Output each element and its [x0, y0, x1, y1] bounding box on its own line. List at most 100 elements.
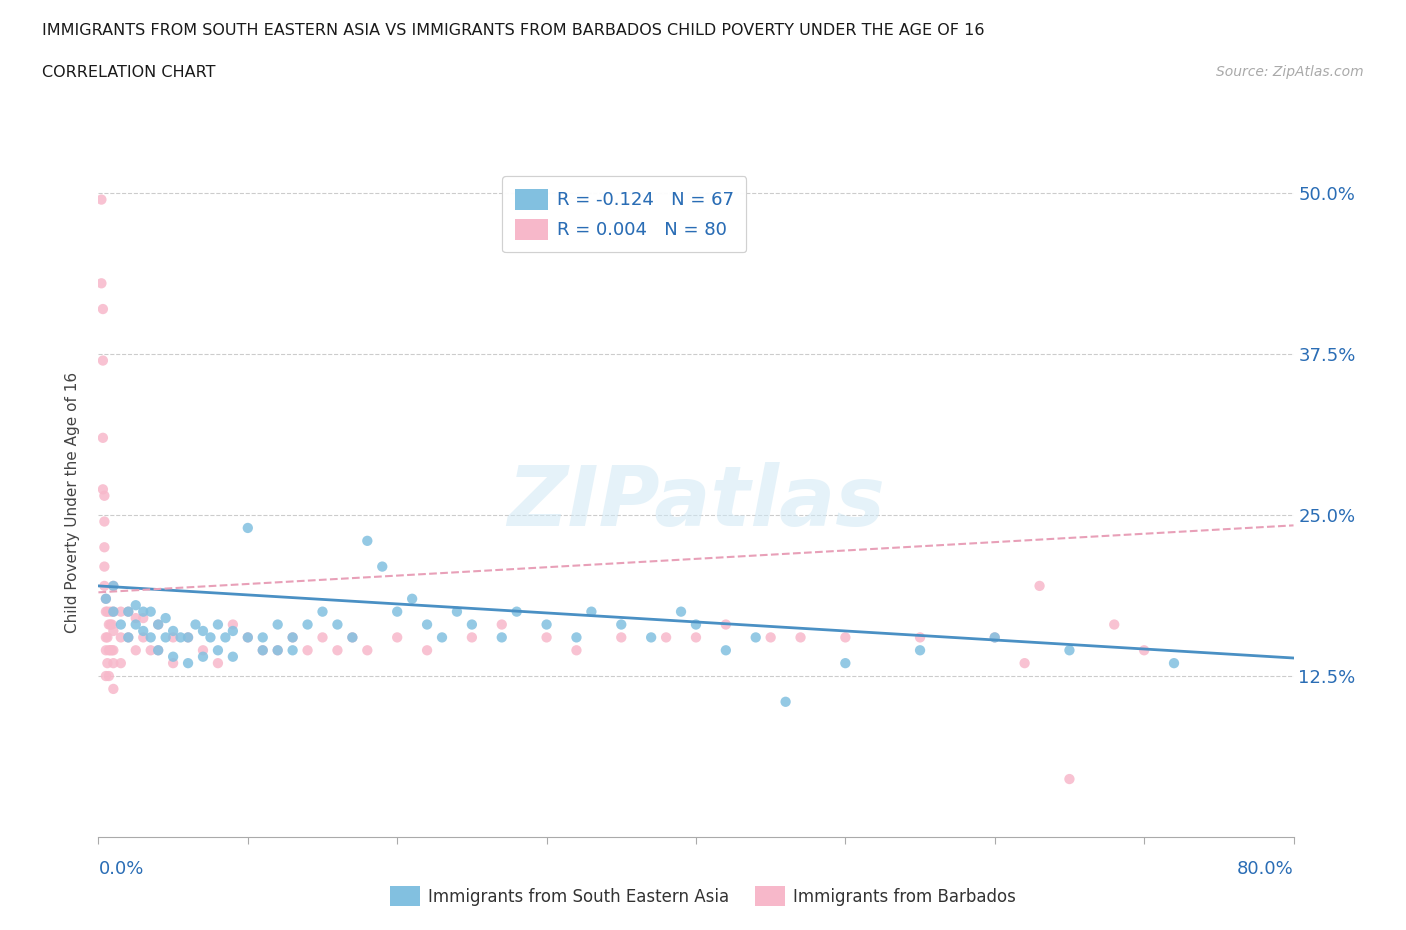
Point	[685, 618, 707, 632]
Text: Source: ZipAtlas.com: Source: ZipAtlas.com	[1216, 65, 1364, 79]
Point	[93, 488, 115, 503]
Point	[430, 630, 453, 644]
Point	[207, 618, 229, 632]
Point	[236, 630, 259, 644]
Point	[834, 656, 856, 671]
Point	[581, 604, 603, 619]
Point	[125, 611, 148, 626]
Point	[101, 643, 124, 658]
Point	[655, 630, 678, 644]
Point	[461, 618, 484, 632]
Point	[416, 618, 439, 632]
Point	[311, 604, 333, 619]
Point	[93, 539, 115, 554]
Point	[117, 604, 139, 619]
Point	[759, 630, 782, 644]
Point	[236, 521, 259, 536]
Point	[191, 643, 214, 658]
Point	[103, 604, 125, 619]
Point	[100, 618, 122, 632]
Point	[110, 630, 132, 644]
Point	[148, 618, 170, 632]
Point	[97, 643, 120, 658]
Point	[100, 604, 122, 619]
Y-axis label: Child Poverty Under the Age of 16: Child Poverty Under the Age of 16	[65, 372, 80, 632]
Point	[207, 643, 229, 658]
Point	[297, 618, 319, 632]
Point	[139, 604, 162, 619]
Point	[908, 643, 931, 658]
Point	[908, 630, 931, 644]
Point	[117, 630, 139, 644]
Point	[100, 643, 122, 658]
Point	[1104, 618, 1126, 632]
Point	[1059, 772, 1081, 787]
Point	[148, 643, 170, 658]
Point	[162, 630, 184, 644]
Point	[491, 618, 513, 632]
Point	[91, 301, 114, 316]
Point	[401, 591, 423, 606]
Point	[103, 682, 125, 697]
Point	[93, 559, 115, 574]
Point	[714, 643, 737, 658]
Point	[191, 649, 214, 664]
Point	[236, 630, 259, 644]
Point	[297, 643, 319, 658]
Point	[311, 630, 333, 644]
Point	[191, 623, 214, 638]
Point	[506, 604, 529, 619]
Point	[222, 623, 245, 638]
Point	[103, 604, 125, 619]
Text: CORRELATION CHART: CORRELATION CHART	[42, 65, 215, 80]
Point	[207, 656, 229, 671]
Text: ZIPatlas: ZIPatlas	[508, 461, 884, 543]
Point	[177, 656, 200, 671]
Point	[446, 604, 468, 619]
Point	[714, 618, 737, 632]
Point	[96, 604, 118, 619]
Point	[252, 643, 274, 658]
Point	[91, 353, 114, 368]
Point	[93, 514, 115, 529]
Point	[775, 695, 797, 710]
Point	[214, 630, 236, 644]
Point	[281, 630, 304, 644]
Point	[97, 669, 120, 684]
Point	[96, 630, 118, 644]
Legend: Immigrants from South Eastern Asia, Immigrants from Barbados: Immigrants from South Eastern Asia, Immi…	[384, 880, 1022, 912]
Point	[155, 611, 177, 626]
Point	[117, 630, 139, 644]
Point	[342, 630, 364, 644]
Point	[125, 598, 148, 613]
Point	[96, 656, 118, 671]
Point	[155, 630, 177, 644]
Point	[177, 630, 200, 644]
Point	[416, 643, 439, 658]
Point	[103, 578, 125, 593]
Point	[117, 604, 139, 619]
Point	[94, 591, 117, 606]
Point	[834, 630, 856, 644]
Point	[93, 578, 115, 593]
Point	[200, 630, 222, 644]
Text: IMMIGRANTS FROM SOUTH EASTERN ASIA VS IMMIGRANTS FROM BARBADOS CHILD POVERTY UND: IMMIGRANTS FROM SOUTH EASTERN ASIA VS IM…	[42, 23, 984, 38]
Point	[90, 193, 112, 207]
Point	[371, 559, 394, 574]
Point	[685, 630, 707, 644]
Text: 0.0%: 0.0%	[98, 860, 143, 878]
Point	[101, 618, 124, 632]
Point	[984, 630, 1007, 644]
Point	[281, 643, 304, 658]
Point	[385, 604, 409, 619]
Point	[281, 630, 304, 644]
Point	[110, 604, 132, 619]
Point	[745, 630, 768, 644]
Point	[267, 643, 290, 658]
Point	[103, 656, 125, 671]
Point	[1014, 656, 1036, 671]
Point	[110, 618, 132, 632]
Point	[356, 534, 378, 549]
Point	[222, 618, 245, 632]
Point	[125, 618, 148, 632]
